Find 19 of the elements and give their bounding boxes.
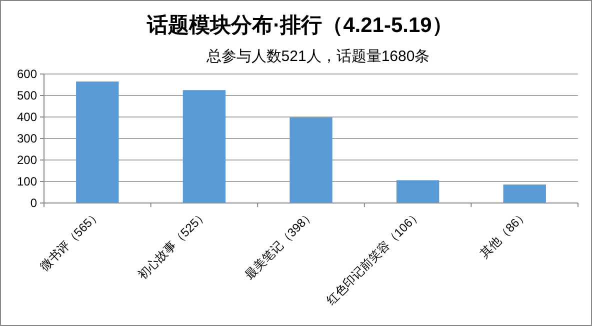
bar bbox=[182, 90, 226, 203]
bar bbox=[290, 117, 332, 203]
x-tick-label: 其他（86） bbox=[477, 207, 531, 261]
y-tick-label: 200 bbox=[16, 153, 38, 167]
x-tick-label: 最美笔记（398） bbox=[242, 207, 318, 282]
y-tick-label: 0 bbox=[30, 196, 38, 210]
y-tick-label: 400 bbox=[16, 110, 38, 124]
y-tick-label: 500 bbox=[16, 88, 38, 102]
bar bbox=[76, 82, 119, 203]
x-tick-label: 红色印记前笑容（106） bbox=[323, 207, 424, 308]
bar bbox=[503, 184, 546, 203]
chart-title: 话题模块分布·排行（4.21-5.19） bbox=[146, 14, 453, 37]
x-tick-label: 微书评（565） bbox=[37, 207, 104, 274]
y-tick-label: 100 bbox=[16, 174, 38, 188]
bar bbox=[396, 180, 440, 203]
y-tick-label: 300 bbox=[16, 132, 38, 146]
chart-subtitle: 总参与人数521人，话题量1680条 bbox=[205, 48, 430, 65]
x-tick-label: 初心故事（525） bbox=[135, 207, 210, 282]
y-tick-label: 600 bbox=[16, 67, 38, 81]
